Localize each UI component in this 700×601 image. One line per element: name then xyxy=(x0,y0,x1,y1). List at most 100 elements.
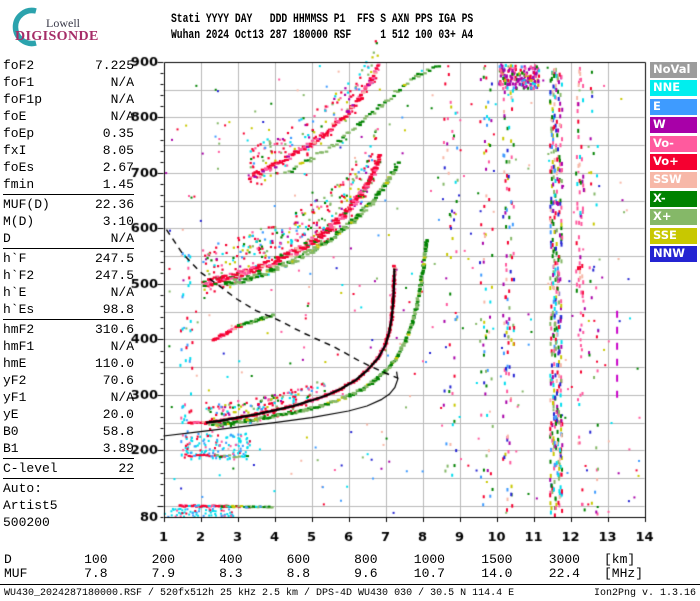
param-label: h`Es xyxy=(3,302,35,317)
header-line-1: Stati YYYY DAY DDD HHMMSS P1 FFS S AXN P… xyxy=(171,11,474,26)
param-row: yF1 N/A xyxy=(3,389,134,406)
param-row: 500200 xyxy=(3,514,134,531)
scaled-parameters-panel: foF2 7.225 foF1 N/A foF1p N/A foE N/A foEp 0.35 fx… xyxy=(3,57,134,531)
legend-item-x: X- xyxy=(650,190,697,207)
table-cell: 7.9 xyxy=(151,566,175,581)
param-value: 247.5 xyxy=(94,251,134,266)
param-label: 500200 xyxy=(3,515,50,530)
param-label: hmE xyxy=(3,356,27,371)
legend-item-x: X+ xyxy=(650,209,697,226)
status-version: Ion2Png v. 1.3.16 xyxy=(593,588,696,599)
param-value: 58.8 xyxy=(102,424,134,439)
header-line-2: Wuhan 2024 Oct13 287 180000 RSF 1 512 10… xyxy=(171,27,474,42)
param-row: foF1p N/A xyxy=(3,91,134,108)
param-divider xyxy=(3,458,134,459)
table-cell: 8.8 xyxy=(286,566,310,581)
param-row: yF2 70.6 xyxy=(3,372,134,389)
param-value: N/A xyxy=(110,285,134,300)
param-label: h`F2 xyxy=(3,268,35,283)
param-value: N/A xyxy=(110,109,134,124)
param-value: 8.05 xyxy=(102,143,134,158)
param-label: B0 xyxy=(3,424,19,439)
row-label: D xyxy=(4,552,12,567)
param-value: 247.5 xyxy=(94,268,134,283)
param-value: 98.8 xyxy=(102,302,134,317)
table-cell: 3000 xyxy=(548,552,580,567)
table-cell: 100 xyxy=(84,552,108,567)
table-cell: 9.6 xyxy=(354,566,378,581)
param-row: yE 20.0 xyxy=(3,406,134,423)
param-divider xyxy=(3,478,134,479)
row-unit: [MHz] xyxy=(604,566,644,581)
table-cell: 1000 xyxy=(413,552,445,567)
param-label: C-level xyxy=(3,461,58,476)
legend-item-e: E xyxy=(650,98,697,115)
param-row: Auto: xyxy=(3,480,134,497)
table-cell: 22.4 xyxy=(548,566,580,581)
legend-item-nnw: NNW xyxy=(650,245,697,262)
param-row: B1 3.89 xyxy=(3,440,134,457)
param-row: foE N/A xyxy=(3,108,134,125)
param-label: fxI xyxy=(3,143,27,158)
param-label: D xyxy=(3,231,11,246)
param-row: foF2 7.225 xyxy=(3,57,134,74)
param-label: Artist5 xyxy=(3,498,58,513)
param-value: N/A xyxy=(110,92,134,107)
legend-item-sse: SSE xyxy=(650,227,697,244)
digisonde-logo: Lowell DIGISONDE xyxy=(6,4,126,48)
param-value: N/A xyxy=(110,75,134,90)
table-cell: 10.7 xyxy=(413,566,445,581)
param-row: hmE 110.0 xyxy=(3,355,134,372)
param-row: fmin 1.45 xyxy=(3,176,134,193)
param-label: foEs xyxy=(3,160,35,175)
param-value: N/A xyxy=(110,231,134,246)
param-row: h`F 247.5 xyxy=(3,250,134,267)
param-value: 22.36 xyxy=(94,197,134,212)
param-value: 7.225 xyxy=(94,58,134,73)
param-row: D N/A xyxy=(3,230,134,247)
param-value: 310.6 xyxy=(94,322,134,337)
table-row-muf: MUF 7.8 7.9 8.3 8.8 9.6 10.7 14.0 22.4 [MHz] xyxy=(0,567,700,581)
param-label: h`F xyxy=(3,251,27,266)
param-value: 22 xyxy=(118,461,134,476)
param-label: yF1 xyxy=(3,390,27,405)
table-cell: 8.3 xyxy=(219,566,243,581)
legend-item-vo: Vo+ xyxy=(650,153,697,170)
param-label: h`E xyxy=(3,285,27,300)
param-label: Auto: xyxy=(3,481,43,496)
param-row: MUF(D) 22.36 xyxy=(3,196,134,213)
param-value: 110.0 xyxy=(94,356,134,371)
table-cell: 600 xyxy=(286,552,310,567)
param-label: foF1p xyxy=(3,92,43,107)
table-cell: 200 xyxy=(151,552,175,567)
table-cell: 7.8 xyxy=(84,566,108,581)
param-divider xyxy=(3,319,134,320)
param-divider xyxy=(3,248,134,249)
param-label: B1 xyxy=(3,441,19,456)
echo-status-legend: NoVal NNE E W Vo- Vo+ SSW X- X+ SSE NNW xyxy=(650,62,697,264)
param-row: C-level 22 xyxy=(3,460,134,477)
table-cell: 800 xyxy=(354,552,378,567)
param-value: 1.45 xyxy=(102,177,134,192)
param-label: yF2 xyxy=(3,373,27,388)
legend-item-noval: NoVal xyxy=(650,62,697,78)
param-value: 70.6 xyxy=(102,373,134,388)
param-row: hmF2 310.6 xyxy=(3,321,134,338)
param-label: foE xyxy=(3,109,27,124)
param-row: foF1 N/A xyxy=(3,74,134,91)
param-label: foF2 xyxy=(3,58,35,73)
table-cell: 14.0 xyxy=(481,566,513,581)
param-value: N/A xyxy=(110,390,134,405)
muf-distance-table: D 100 200 400 600 800 1000 1500 3000 [km] MUF 7.8 7.… xyxy=(0,553,700,581)
param-label: M(D) xyxy=(3,214,35,229)
logo-arc-icon xyxy=(12,7,37,47)
param-label: yE xyxy=(3,407,19,422)
param-row: fxI 8.05 xyxy=(3,142,134,159)
logo-name: Lowell xyxy=(46,16,80,30)
param-label: fmin xyxy=(3,177,35,192)
param-row: foEp 0.35 xyxy=(3,125,134,142)
table-cell: 400 xyxy=(219,552,243,567)
param-row: hmF1 N/A xyxy=(3,338,134,355)
